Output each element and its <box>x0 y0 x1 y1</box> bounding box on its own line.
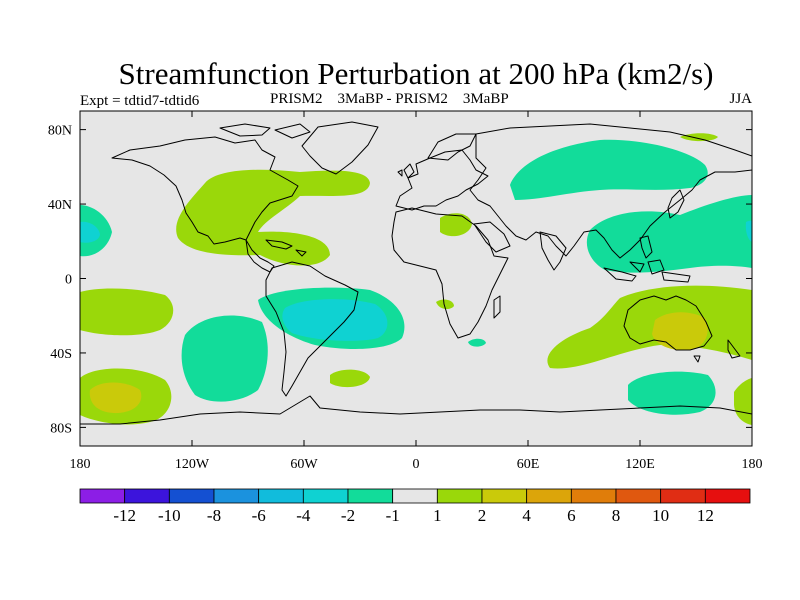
contour-southern-ocean <box>628 371 716 415</box>
contour-fills <box>80 133 752 425</box>
coast-philippines <box>639 235 653 259</box>
coast-arctic-islands <box>219 123 311 139</box>
coast-north-america <box>111 136 299 245</box>
x-tick-label: 60E <box>517 457 540 472</box>
colorbar-label: -12 <box>113 506 136 525</box>
colorbar-label: 1 <box>433 506 442 525</box>
y-axis: 80N 40N 0 40S 80S <box>48 124 752 436</box>
coast-greenland <box>301 121 379 175</box>
coast-asia <box>469 123 752 259</box>
y-tick-label: 40S <box>50 347 72 362</box>
season-label: JJA <box>729 91 752 107</box>
contour-s-pacific-core <box>89 382 142 414</box>
experiment-label: Expt = tdtid7-tdtid6 <box>80 93 200 109</box>
colorbar-swatch <box>124 488 170 504</box>
coast-caribbean <box>265 239 307 257</box>
coast-india <box>539 231 567 271</box>
colorbar-swatch <box>704 488 751 504</box>
contour-sw-atlantic-core <box>282 299 388 341</box>
colorbar-label: 2 <box>478 506 487 525</box>
coast-australia <box>623 295 713 351</box>
coast-scandinavia <box>427 133 477 161</box>
x-tick-label: 0 <box>413 457 420 472</box>
x-tick-label: 180 <box>742 457 763 472</box>
coast-tasmania-nz <box>693 339 741 363</box>
contour-australia-core <box>652 312 708 351</box>
colorbar-swatch <box>302 488 349 504</box>
colorbar-label: -1 <box>386 506 400 525</box>
colorbar-swatch <box>526 488 572 504</box>
contour-west-pacific <box>586 195 752 273</box>
map-panel <box>80 111 752 446</box>
colorbar: -12 -10 -8 -6 -4 -2 -1 1 2 4 6 8 10 12 <box>79 488 751 525</box>
colorbar-swatch <box>213 488 260 504</box>
colorbar-swatch <box>436 488 483 504</box>
colorbar-label: -2 <box>341 506 355 525</box>
contour-s-atlantic-small <box>436 299 454 310</box>
coast-arabia <box>473 221 511 253</box>
colorbar-swatch <box>347 488 394 504</box>
contour-eurasia <box>510 139 708 200</box>
coast-europe <box>395 149 489 211</box>
y-tick-label: 80S <box>50 421 72 436</box>
coast-british-isles <box>397 163 415 179</box>
x-tick-label: 60W <box>290 457 318 472</box>
colorbar-swatch <box>481 488 528 504</box>
colorbar-label: -6 <box>252 506 266 525</box>
contour-s-africa-small <box>468 338 486 347</box>
colorbar-swatch <box>168 488 215 504</box>
chart-title: Streamfunction Perturbation at 200 hPa (… <box>119 56 714 91</box>
coast-madagascar <box>493 295 501 319</box>
colorbar-label: 12 <box>697 506 714 525</box>
y-tick-label: 80N <box>48 124 72 139</box>
coastlines <box>80 121 752 425</box>
coast-japan <box>667 189 685 219</box>
x-tick-label: 120E <box>625 457 655 472</box>
contour-arctic <box>680 133 718 142</box>
contour-east-subtrop-atlantic <box>440 213 472 237</box>
contour-s-atlantic-mid <box>330 369 370 388</box>
colorbar-swatch <box>79 488 126 504</box>
colorbar-label: -10 <box>158 506 181 525</box>
colorbar-label: 8 <box>612 506 621 525</box>
y-tick-label: 0 <box>65 273 72 288</box>
colorbar-label: -4 <box>296 506 311 525</box>
y-tick-label: 40N <box>48 198 72 213</box>
coast-south-america <box>265 261 359 397</box>
contour-se-pacific <box>181 315 268 402</box>
colorbar-label: 6 <box>567 506 576 525</box>
colorbar-swatch <box>615 488 662 504</box>
colorbar-label: 10 <box>652 506 669 525</box>
x-tick-label: 180 <box>70 457 91 472</box>
contour-west-pacific-core <box>745 220 752 242</box>
coast-indonesia <box>603 259 691 283</box>
contour-tropical-pacific-core <box>80 221 100 243</box>
coast-antarctica <box>80 395 752 425</box>
center-label: PRISM2 3MaBP - PRISM2 3MaBP <box>270 91 509 107</box>
colorbar-label: 4 <box>522 506 531 525</box>
contour-east-pacific-south <box>80 288 174 336</box>
colorbar-swatch <box>392 488 438 504</box>
colorbar-label: -8 <box>207 506 221 525</box>
contour-australia <box>547 285 752 369</box>
x-tick-label: 120W <box>175 457 210 472</box>
x-axis: 180 120W 60W 0 60E 120E 180 <box>70 111 763 472</box>
colorbar-swatch <box>258 488 304 504</box>
colorbar-swatch <box>660 488 706 504</box>
colorbar-swatch <box>570 488 617 504</box>
